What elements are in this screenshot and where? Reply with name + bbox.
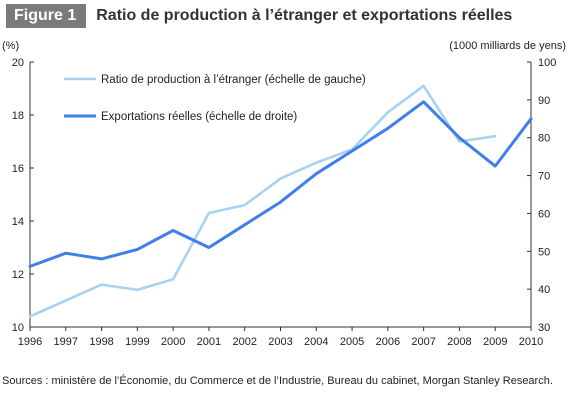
right-tick-label: 80 <box>538 133 550 145</box>
left-tick-label: 16 <box>12 163 24 175</box>
series-line-1 <box>28 84 497 318</box>
x-tick-label: 2005 <box>340 336 364 348</box>
right-tick-label: 30 <box>538 322 550 334</box>
right-tick-label: 60 <box>538 208 550 220</box>
x-tick-label: 2008 <box>447 336 471 348</box>
chart-legend: Ratio de production à l’étranger (échell… <box>64 74 366 123</box>
x-tick-label: 2001 <box>197 336 221 348</box>
right-tick-label: 100 <box>538 57 556 69</box>
left-tick-label: 20 <box>12 57 24 69</box>
right-tick-label: 40 <box>538 284 550 296</box>
x-tick-label: 2006 <box>376 336 400 348</box>
left-tick-label: 12 <box>12 269 24 281</box>
chart-axes: 10 12 14 16 18 20 30 40 50 60 70 80 90 100 1996 1997 199… <box>2 40 566 348</box>
left-tick-label: 14 <box>12 216 24 228</box>
right-tick-label: 90 <box>538 95 550 107</box>
x-tick-label: 2002 <box>232 336 256 348</box>
x-tick-label: 2009 <box>483 336 507 348</box>
left-tick-label: 10 <box>12 322 24 334</box>
x-tick-label: 2004 <box>304 336 328 348</box>
right-tick-label: 50 <box>538 246 550 258</box>
left-tick-label: 18 <box>12 110 24 122</box>
legend-entry-2: Exportations réelles (échelle de droite) <box>101 111 297 123</box>
right-tick-label: 70 <box>538 171 550 183</box>
source-note: Sources : ministère de l’Économie, du Co… <box>2 375 553 387</box>
series-line-2 <box>28 100 533 268</box>
chart-title: Ratio de production à l’étranger et expo… <box>96 7 513 24</box>
left-axis-unit: (%) <box>2 40 19 52</box>
right-axis-unit: (1000 milliards de yens) <box>449 40 566 52</box>
x-tick-label: 2003 <box>268 336 292 348</box>
x-tick-label: 2010 <box>519 336 543 348</box>
x-tick-label: 1998 <box>89 336 113 348</box>
x-tick-label: 2000 <box>161 336 185 348</box>
x-tick-label: 1999 <box>125 336 149 348</box>
figure-label: Figure 1 <box>6 4 87 28</box>
chart-header: Figure 1 Ratio de production à l’étrange… <box>6 4 512 28</box>
x-tick-label: 1997 <box>54 336 78 348</box>
legend-entry-1: Ratio de production à l’étranger (échell… <box>101 74 366 86</box>
x-tick-label: 2007 <box>411 336 435 348</box>
x-tick-label: 1996 <box>18 336 42 348</box>
chart-series <box>28 84 533 318</box>
